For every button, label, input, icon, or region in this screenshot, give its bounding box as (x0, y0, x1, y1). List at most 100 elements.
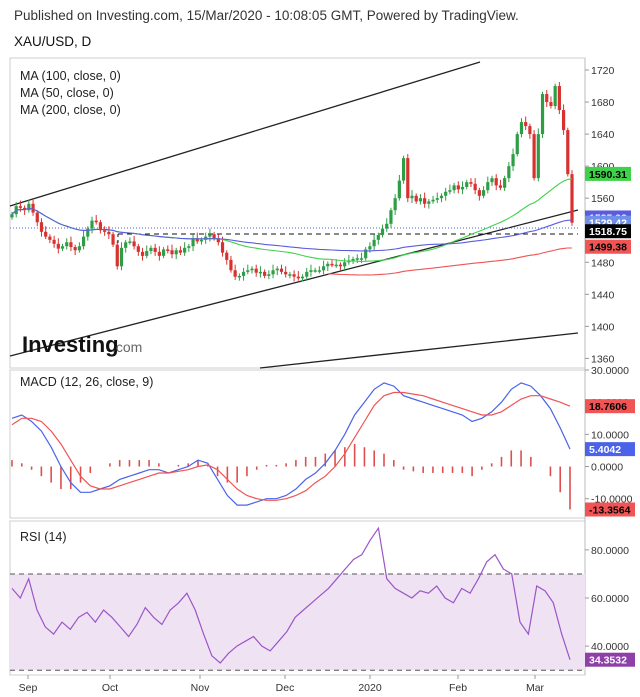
candle-body (397, 180, 401, 199)
ma100-line (11, 207, 573, 252)
candle-body (456, 185, 460, 190)
candle-body (241, 271, 246, 276)
price-pane: 1360140014401480152015601600164016801720… (9, 61, 631, 369)
candle-body (246, 270, 250, 272)
rsi-pane: 80.0000 60.0000 40.0000 RSI (14) 34.3532 (10, 526, 635, 671)
candle-body (191, 238, 195, 247)
x-tick-label: 2020 (358, 682, 382, 694)
candle-body (570, 174, 574, 223)
candle-body (334, 264, 338, 267)
candle-body (233, 270, 237, 277)
candle-body (300, 276, 305, 279)
candle-body (423, 198, 427, 204)
candle-body (69, 242, 73, 248)
price-tick-label: 1720 (591, 65, 615, 77)
macd-tag (585, 442, 635, 457)
price-tick-label: 1440 (591, 289, 615, 301)
candle-body (561, 110, 566, 131)
candle-body (406, 158, 410, 199)
candle-body (313, 270, 317, 272)
candle-body (119, 247, 124, 267)
rsi-tag-label: 34.3532 (589, 655, 627, 667)
candle-body (73, 247, 77, 251)
candle-body (519, 122, 524, 135)
candle-body (557, 86, 561, 111)
candle-body (128, 241, 132, 243)
candle-body (309, 270, 313, 272)
candle-body (35, 212, 39, 223)
logo-word: Investing (22, 332, 119, 357)
candle-body (524, 122, 528, 127)
candle-body (136, 246, 140, 252)
macd-tick-label: 0.0000 (591, 462, 623, 474)
candle-body (183, 247, 187, 253)
candle-body (225, 252, 229, 260)
candle-body (229, 259, 233, 271)
candle-body (52, 239, 56, 244)
price-tick-label: 1640 (591, 129, 615, 141)
candle-body (44, 231, 48, 237)
candle-body (486, 182, 490, 191)
ma200-line (327, 247, 572, 276)
price-tag-label: 1499.38 (589, 242, 627, 254)
candle-body (199, 239, 204, 242)
candle-body (161, 249, 166, 256)
candle-body (39, 222, 44, 232)
candle-body (317, 270, 321, 272)
candle-body (10, 214, 14, 218)
candle-body (86, 228, 90, 237)
pane-frame (9, 369, 586, 519)
macd-tick-label: 10.0000 (591, 429, 629, 441)
candle-body (490, 178, 494, 183)
price-tick-label: 1360 (591, 353, 615, 365)
price-tag (585, 239, 631, 254)
candle-body (439, 195, 444, 199)
candle-body (448, 190, 452, 192)
price-tag-label: 1518.75 (589, 226, 627, 238)
candle-body (330, 263, 334, 266)
candle-body (103, 230, 107, 232)
candle-body (263, 271, 267, 276)
channel-lower-line (259, 332, 579, 369)
candle-body (364, 249, 368, 259)
rsi-band (10, 573, 585, 671)
candle-body (195, 238, 199, 242)
candle-body (258, 271, 263, 274)
candle-body (401, 158, 406, 181)
candle-body (157, 251, 161, 256)
candle-body (18, 206, 23, 208)
candle-body (90, 220, 94, 229)
rsi-tick-label: 60.0000 (591, 593, 629, 605)
investing-logo: Investing .com (22, 332, 142, 357)
x-tick-label: Oct (102, 682, 118, 694)
candle-body (187, 246, 191, 248)
candle-body (153, 247, 157, 252)
macd-tag-label: 18.7606 (589, 401, 627, 413)
candle-body (481, 190, 486, 196)
candle-body (566, 130, 570, 175)
candle-body (380, 228, 385, 236)
candle-body (393, 198, 397, 211)
candle-body (338, 264, 343, 267)
price-tag (585, 166, 631, 181)
candle-body (279, 268, 284, 272)
candle-body (174, 250, 178, 255)
candle-body (326, 263, 330, 267)
candle-body (94, 220, 98, 223)
price-tick-label: 1560 (591, 193, 615, 205)
candle-body (292, 274, 296, 277)
candle-body (545, 94, 549, 103)
candle-body (389, 210, 393, 224)
x-tick-label: Nov (191, 682, 210, 694)
candle-body (418, 198, 423, 202)
ma-legend-item: MA (50, close, 0) (20, 86, 114, 100)
price-tick-label: 1480 (591, 257, 615, 269)
candle-body (452, 185, 456, 191)
candle-body (124, 242, 128, 248)
candle-body (111, 234, 115, 245)
candle-body (511, 154, 515, 167)
rsi-tick-label: 40.0000 (591, 641, 629, 653)
candle-body (372, 239, 376, 247)
candle-body (540, 94, 545, 135)
candle-body (549, 102, 553, 107)
